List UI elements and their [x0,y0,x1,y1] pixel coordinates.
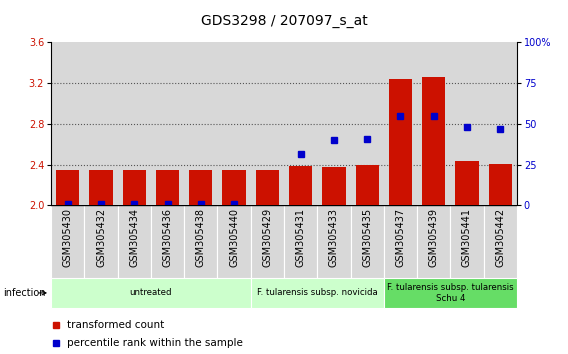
Bar [118,205,151,280]
Text: GSM305438: GSM305438 [196,207,206,267]
Bar [350,42,384,205]
Bar [350,205,384,280]
Bar [89,170,112,205]
Bar [118,42,151,205]
Bar [389,79,412,205]
Bar [450,42,483,205]
Text: GSM305436: GSM305436 [162,207,173,267]
Text: GDS3298 / 207097_s_at: GDS3298 / 207097_s_at [201,14,367,28]
Text: GSM305440: GSM305440 [229,207,239,267]
Bar [223,170,246,205]
Bar [318,42,350,205]
Text: GSM305439: GSM305439 [429,207,438,267]
Bar [289,166,312,205]
Text: GSM305432: GSM305432 [96,207,106,267]
Bar [85,42,118,205]
Text: GSM305435: GSM305435 [362,207,372,267]
Bar [356,165,379,205]
Bar [250,278,384,308]
Text: GSM305437: GSM305437 [395,207,406,267]
Text: untreated: untreated [130,289,172,297]
Text: transformed count: transformed count [68,320,165,330]
Bar [483,205,517,280]
Bar [51,205,85,280]
Bar [256,170,279,205]
Bar [384,278,517,308]
Bar [184,42,218,205]
Bar [483,42,517,205]
Bar [189,170,212,205]
Bar [384,42,417,205]
Bar [417,205,450,280]
Bar [51,42,85,205]
Bar [284,205,318,280]
Bar [51,278,250,308]
Bar [318,205,350,280]
Text: GSM305433: GSM305433 [329,207,339,267]
Text: GSM305434: GSM305434 [130,207,139,267]
Text: GSM305429: GSM305429 [262,207,273,267]
Bar [384,205,417,280]
Text: GSM305430: GSM305430 [62,207,73,267]
Bar [450,205,483,280]
Bar [250,205,284,280]
Bar [56,170,80,205]
Bar [218,205,250,280]
Bar [184,205,218,280]
Bar [151,205,184,280]
Bar [151,42,184,205]
Bar [250,42,284,205]
Bar [218,42,250,205]
Text: infection: infection [3,288,45,298]
Bar [284,42,318,205]
Bar [456,161,479,205]
Text: GSM305431: GSM305431 [295,207,306,267]
Bar [85,205,118,280]
Bar [123,170,146,205]
Text: F. tularensis subsp. novicida: F. tularensis subsp. novicida [257,289,378,297]
Text: GSM305441: GSM305441 [462,207,472,267]
Bar [156,170,179,205]
Bar [488,164,512,205]
Bar [422,77,445,205]
Text: percentile rank within the sample: percentile rank within the sample [68,338,243,348]
Text: F. tularensis subsp. tularensis
Schu 4: F. tularensis subsp. tularensis Schu 4 [387,283,513,303]
Bar [322,167,345,205]
Text: GSM305442: GSM305442 [495,207,506,267]
Bar [417,42,450,205]
